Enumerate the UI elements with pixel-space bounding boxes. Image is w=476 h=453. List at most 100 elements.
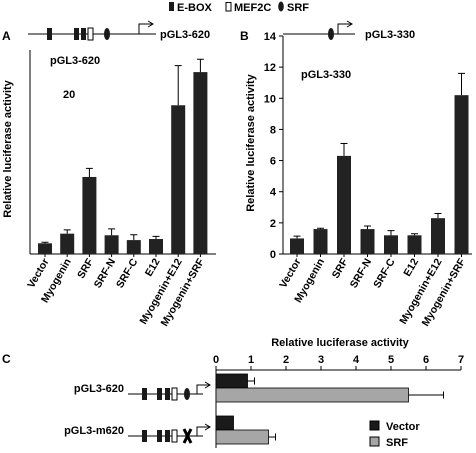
- e-box-element: [142, 430, 147, 442]
- y-tick-label: 2: [270, 218, 276, 230]
- error-bar: [411, 233, 418, 236]
- y-tick-label: 6: [270, 156, 276, 168]
- bar: [82, 176, 97, 254]
- bar: [38, 243, 52, 254]
- error-bar: [434, 213, 442, 219]
- x-tick-label: 5: [388, 354, 394, 366]
- x-tick-label: 2: [283, 354, 289, 366]
- error-bar: [293, 235, 301, 239]
- mef2c-legend-label: MEF2C: [234, 2, 271, 14]
- srf-element: [104, 28, 110, 40]
- panel-c-construct-620: [128, 381, 211, 401]
- category-label: E12: [143, 256, 163, 278]
- srf-legend-symbol: [278, 1, 284, 12]
- error-bar: [85, 167, 93, 177]
- vector-legend-swatch: [369, 420, 380, 431]
- mef2c-element: [171, 387, 178, 401]
- category-label: SRF: [330, 256, 351, 281]
- bar: [104, 235, 119, 254]
- panel-a-inner-title: pGL3-620: [50, 55, 100, 67]
- e-box-element: [157, 388, 162, 400]
- e-box-element: [165, 430, 170, 442]
- e-box-element: [142, 388, 147, 400]
- x-tick-label: 1: [248, 354, 254, 366]
- error-bar: [247, 377, 255, 385]
- y-tick-label: 14: [264, 31, 277, 43]
- panel-a-letter: A: [2, 29, 11, 43]
- y-tick-label: 8: [270, 124, 276, 136]
- y-tick-label: 0: [270, 249, 276, 261]
- bar: [431, 218, 445, 254]
- panel-a-construct-label: pGL3-620: [160, 29, 210, 41]
- vector-legend-label: Vector: [386, 421, 420, 433]
- error-bar: [340, 142, 348, 156]
- transcription-start-arrow-icon: [196, 423, 211, 436]
- error-bar: [130, 234, 138, 241]
- panel-c-construct-m620: [128, 423, 211, 444]
- error-bar: [458, 72, 465, 96]
- error-bar: [387, 230, 395, 236]
- e-box-element: [81, 28, 86, 40]
- error-bar: [152, 235, 160, 240]
- mef2c-element: [171, 429, 178, 443]
- e-box-element: [165, 388, 170, 400]
- y-tick-label: 4: [270, 187, 277, 199]
- panel-c-bar-chart: Relative luciferase activity Vector SRF: [64, 337, 464, 449]
- x-tick-label: 3: [318, 354, 324, 366]
- e-box-legend-label: E-BOX: [177, 2, 213, 14]
- error-bar: [408, 391, 444, 399]
- error-bar: [63, 229, 71, 234]
- error-bar: [108, 228, 116, 236]
- error-bar: [268, 433, 276, 441]
- bar: [360, 229, 375, 254]
- panel-b-construct-diagram: pGL3-330: [283, 20, 415, 41]
- y-tick-label: 10: [264, 93, 276, 105]
- construct-label: pGL3-m620: [64, 425, 124, 437]
- panel-a-construct-diagram: pGL3-620: [28, 20, 210, 41]
- bar: [215, 429, 269, 445]
- x-tick-label: 7: [458, 354, 464, 366]
- bar: [171, 105, 186, 255]
- panel-a-bar-chart: Relative luciferase activity pGL3-620 20…: [2, 50, 216, 328]
- category-label: SRF-C: [114, 256, 141, 290]
- x-tick-label: 0: [213, 354, 219, 366]
- e-box-legend-symbol: [169, 2, 174, 11]
- bar: [313, 229, 328, 254]
- transcription-start-arrow-icon: [138, 20, 154, 34]
- error-bar: [41, 241, 49, 244]
- srf-series-legend-label: SRF: [386, 437, 408, 449]
- x-tick-label: 6: [423, 354, 429, 366]
- category-label: SRF-C: [371, 256, 398, 290]
- bar: [215, 387, 409, 403]
- x-tick-label: 4: [353, 354, 360, 366]
- e-box-element: [157, 430, 162, 442]
- e-box-element: [47, 28, 52, 40]
- e-box-element: [74, 28, 79, 40]
- bar: [337, 155, 351, 254]
- top-legend: E-BOX MEF2C SRF: [169, 1, 309, 14]
- bar: [407, 235, 422, 254]
- srf-legend-label: SRF: [287, 2, 309, 14]
- bar: [454, 95, 469, 255]
- bar: [60, 233, 75, 254]
- y-tick-label: 12: [264, 62, 276, 74]
- category-label: SRF-N: [348, 257, 374, 291]
- bar: [193, 72, 208, 254]
- mef2c-element: [87, 27, 94, 41]
- panel-b-inner-title: pGL3-330: [301, 69, 351, 81]
- bar: [215, 373, 248, 389]
- panel-b-y-axis-label: Relative luciferase activity: [245, 73, 257, 211]
- bar: [149, 239, 163, 254]
- srf-legend-swatch: [369, 436, 380, 447]
- bar: [290, 238, 304, 254]
- construct-label: pGL3-620: [74, 383, 124, 395]
- panel-c-title: Relative luciferase activity: [271, 337, 409, 349]
- category-label: E12: [401, 256, 421, 278]
- panel-c-letter: C: [2, 352, 11, 366]
- category-label: SRF: [75, 256, 96, 281]
- error-bar: [196, 58, 204, 73]
- bar: [215, 415, 234, 431]
- panel-b-letter: B: [240, 29, 249, 43]
- transcription-start-arrow-icon: [337, 20, 353, 34]
